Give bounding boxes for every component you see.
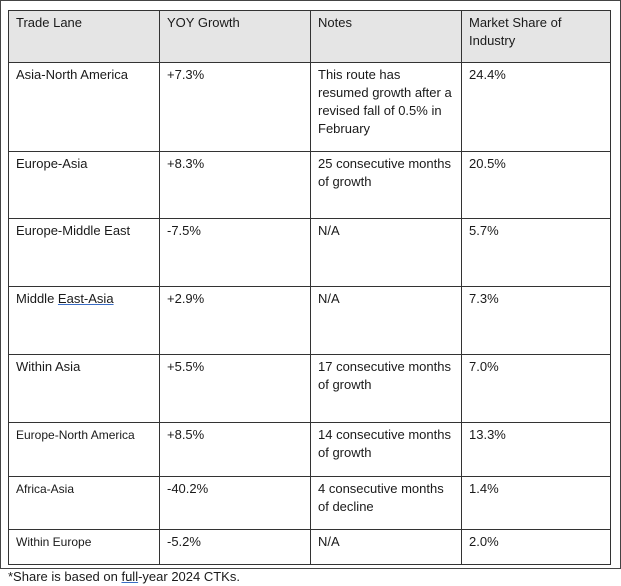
table-row: Europe-Asia +8.3% 25 consecutive months …: [8, 151, 611, 219]
header-trade-lane: Trade Lane: [8, 10, 160, 63]
cell-notes: N/A: [310, 218, 462, 287]
table-row: Europe-North America +8.5% 14 consecutiv…: [8, 422, 611, 477]
cell-market-share: 24.4%: [461, 62, 611, 152]
table-row: Asia-North America +7.3% This route has …: [8, 62, 611, 152]
cell-trade-lane: Within Asia: [8, 354, 160, 423]
cell-yoy-growth: +8.5%: [159, 422, 311, 477]
footnote-prefix: *Share is based on: [8, 569, 122, 584]
cell-trade-lane: Europe-North America: [8, 422, 160, 477]
table-row: Middle East-Asia +2.9% N/A 7.3%: [8, 286, 611, 355]
cell-yoy-growth: +8.3%: [159, 151, 311, 219]
cell-market-share: 1.4%: [461, 476, 611, 530]
trade-lane-table: Trade Lane YOY Growth Notes Market Share…: [8, 10, 611, 565]
cell-market-share: 13.3%: [461, 422, 611, 477]
cell-trade-lane: Europe-Asia: [8, 151, 160, 219]
lane-prefix-text: Middle: [16, 291, 58, 306]
cell-trade-lane: Africa-Asia: [8, 476, 160, 530]
footnote: *Share is based on full-year 2024 CTKs.: [8, 569, 240, 585]
header-row: Trade Lane YOY Growth Notes Market Share…: [8, 10, 611, 63]
footnote-linked-text: full: [121, 569, 139, 584]
cell-notes: This route has resumed growth after a re…: [310, 62, 462, 152]
cell-notes: 14 consecutive months of growth: [310, 422, 462, 477]
cell-yoy-growth: -40.2%: [159, 476, 311, 530]
header-notes: Notes: [310, 10, 462, 63]
cell-notes: 17 consecutive months of growth: [310, 354, 462, 423]
cell-notes: N/A: [310, 529, 462, 565]
cell-trade-lane: Within Europe: [8, 529, 160, 565]
table-row: Africa-Asia -40.2% 4 consecutive months …: [8, 476, 611, 530]
cell-yoy-growth: +7.3%: [159, 62, 311, 152]
cell-market-share: 2.0%: [461, 529, 611, 565]
table-row: Within Asia +5.5% 17 consecutive months …: [8, 354, 611, 423]
cell-market-share: 20.5%: [461, 151, 611, 219]
cell-market-share: 7.3%: [461, 286, 611, 355]
cell-notes: N/A: [310, 286, 462, 355]
cell-trade-lane: Europe-Middle East: [8, 218, 160, 287]
cell-trade-lane: Asia-North America: [8, 62, 160, 152]
cell-notes: 4 consecutive months of decline: [310, 476, 462, 530]
cell-market-share: 7.0%: [461, 354, 611, 423]
footnote-suffix: -year 2024 CTKs.: [138, 569, 240, 584]
cell-yoy-growth: -7.5%: [159, 218, 311, 287]
header-market-share: Market Share of Industry: [461, 10, 611, 63]
table-row: Within Europe -5.2% N/A 2.0%: [8, 529, 611, 565]
cell-notes: 25 consecutive months of growth: [310, 151, 462, 219]
cell-yoy-growth: +2.9%: [159, 286, 311, 355]
header-yoy-growth: YOY Growth: [159, 10, 311, 63]
lane-linked-text: East-Asia: [57, 291, 114, 306]
cell-yoy-growth: -5.2%: [159, 529, 311, 565]
table-row: Europe-Middle East -7.5% N/A 5.7%: [8, 218, 611, 287]
cell-yoy-growth: +5.5%: [159, 354, 311, 423]
cell-market-share: 5.7%: [461, 218, 611, 287]
cell-trade-lane: Middle East-Asia: [8, 286, 160, 355]
